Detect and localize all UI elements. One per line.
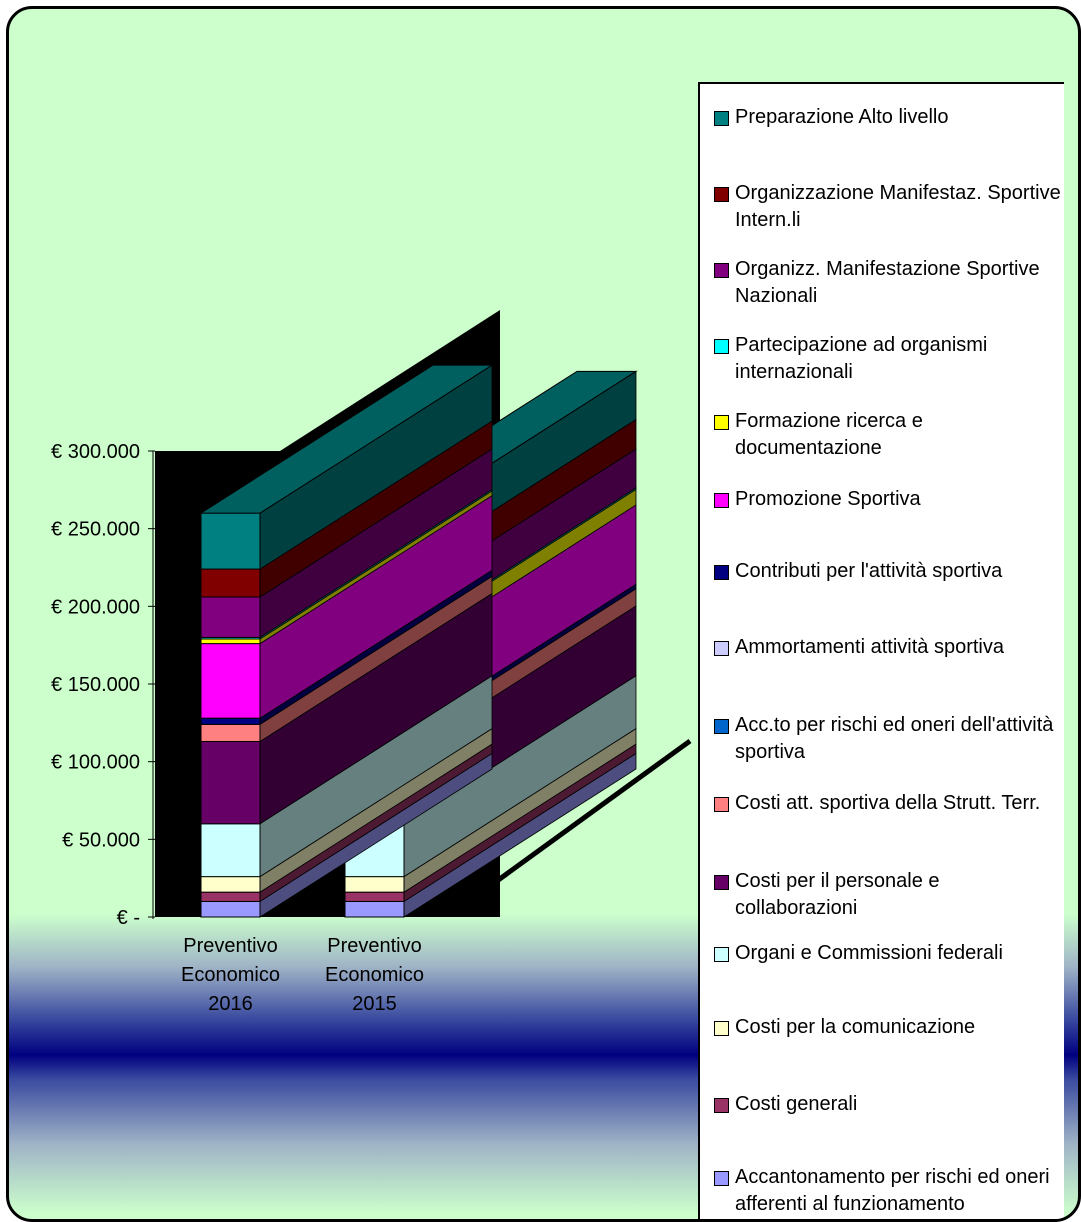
legend-label: Contributi per l'attività sportiva <box>735 560 1003 582</box>
legend-item: Partecipazione ad organismi internaziona… <box>714 332 1064 386</box>
legend-label: Costi per il personale e collaborazioni <box>735 870 940 919</box>
legend-label: Organizzazione Manifestaz. Sportive Inte… <box>735 182 1061 231</box>
legend-swatch <box>714 1021 729 1036</box>
legend-item: Organizzazione Manifestaz. Sportive Inte… <box>714 180 1064 234</box>
bar-top <box>199 364 494 514</box>
bar-segment <box>200 823 261 878</box>
legend-item: Costi per il personale e collaborazioni <box>714 868 1064 922</box>
legend-swatch <box>714 1098 729 1113</box>
x-tick-label: Preventivo <box>327 935 422 957</box>
legend-item: Acc.to per rischi ed oneri dell'attività… <box>714 712 1064 766</box>
x-tick-label: 2015 <box>352 993 397 1015</box>
legend-label: Costi per la comunicazione <box>735 1016 976 1038</box>
bar-segment <box>200 596 261 638</box>
legend-label: Promozione Sportiva <box>735 488 921 510</box>
legend-swatch <box>714 719 729 734</box>
legend-item: Organi e Commissioni federali <box>714 940 1064 967</box>
x-tick-label: Economico <box>181 964 280 986</box>
legend-swatch <box>714 263 729 278</box>
y-tick-label: € - <box>117 907 140 929</box>
chart-frame: € - € 50.000 € 100.000 € 150.000 € 200.000 € … <box>6 6 1081 1222</box>
x-tick-label: Economico <box>325 964 424 986</box>
legend-item: Contributi per l'attività sportiva <box>714 558 1064 585</box>
legend-label: Costi att. sportiva della Strutt. Terr. <box>735 792 1041 814</box>
legend-swatch <box>714 187 729 202</box>
legend-item: Preparazione Alto livello <box>714 104 1064 131</box>
chart-legend: Preparazione Alto livello Organizzazione … <box>698 82 1064 1219</box>
legend-item: Accantonamento per rischi ed oneri affer… <box>714 1164 1064 1218</box>
bar-segment <box>200 876 261 893</box>
legend-label: Organi e Commissioni federali <box>735 942 1003 964</box>
bar-segment <box>344 891 405 902</box>
legend-item: Ammortamenti attività sportiva <box>714 634 1064 661</box>
legend-label: Preparazione Alto livello <box>735 106 949 128</box>
y-tick-label: € 100.000 <box>51 752 140 774</box>
legend-item: Costi generali <box>714 1091 1064 1118</box>
bar-segment <box>200 638 261 645</box>
bar-segment <box>200 717 261 725</box>
bar-segment <box>344 876 405 893</box>
legend-label: Acc.to per rischi ed oneri dell'attività… <box>735 714 1054 763</box>
legend-label: Formazione ricerca e documentazione <box>735 410 923 459</box>
chart-plot: € - € 50.000 € 100.000 € 150.000 € 200.000 € … <box>51 310 692 1015</box>
bar-segment <box>200 568 261 598</box>
y-tick-label: € 250.000 <box>51 519 140 541</box>
legend-swatch <box>714 111 729 126</box>
bar-segment <box>344 900 405 918</box>
legend-item: Organizz. Manifestazione Sportive Nazion… <box>714 256 1064 310</box>
floor-edge-line <box>448 738 692 918</box>
y-tick-label: € 300.000 <box>51 441 140 463</box>
legend-label: Accantonamento per rischi ed oneri affer… <box>735 1166 1050 1215</box>
legend-label: Costi generali <box>735 1093 858 1115</box>
legend-swatch <box>714 493 729 508</box>
legend-item: Costi att. sportiva della Strutt. Terr. <box>714 790 1064 817</box>
legend-label: Ammortamenti attività sportiva <box>735 636 1004 658</box>
bar-segment <box>200 723 261 742</box>
bar-segment <box>200 900 261 918</box>
bar-segment <box>200 891 261 902</box>
bar-segment <box>200 512 261 570</box>
legend-item: Costi per la comunicazione <box>714 1014 1064 1041</box>
legend-swatch <box>714 415 729 430</box>
x-tick-label: 2016 <box>208 993 253 1015</box>
legend-label: Partecipazione ad organismi internaziona… <box>735 334 988 383</box>
legend-swatch <box>714 1171 729 1186</box>
bar-segment <box>200 643 261 719</box>
y-tick-label: € 200.000 <box>51 596 140 618</box>
legend-swatch <box>714 565 729 580</box>
legend-swatch <box>714 947 729 962</box>
legend-item: Promozione Sportiva <box>714 486 1064 513</box>
bar-stack <box>199 364 494 918</box>
y-tick-label: € 50.000 <box>62 829 140 851</box>
legend-swatch <box>714 641 729 656</box>
legend-label: Organizz. Manifestazione Sportive Nazion… <box>735 258 1040 307</box>
legend-item: Formazione ricerca e documentazione <box>714 408 1064 462</box>
bar-segment <box>200 740 261 825</box>
y-tick-label: € 150.000 <box>51 674 140 696</box>
legend-swatch <box>714 797 729 812</box>
legend-swatch <box>714 875 729 890</box>
legend-swatch <box>714 339 729 354</box>
x-tick-label: Preventivo <box>183 935 278 957</box>
